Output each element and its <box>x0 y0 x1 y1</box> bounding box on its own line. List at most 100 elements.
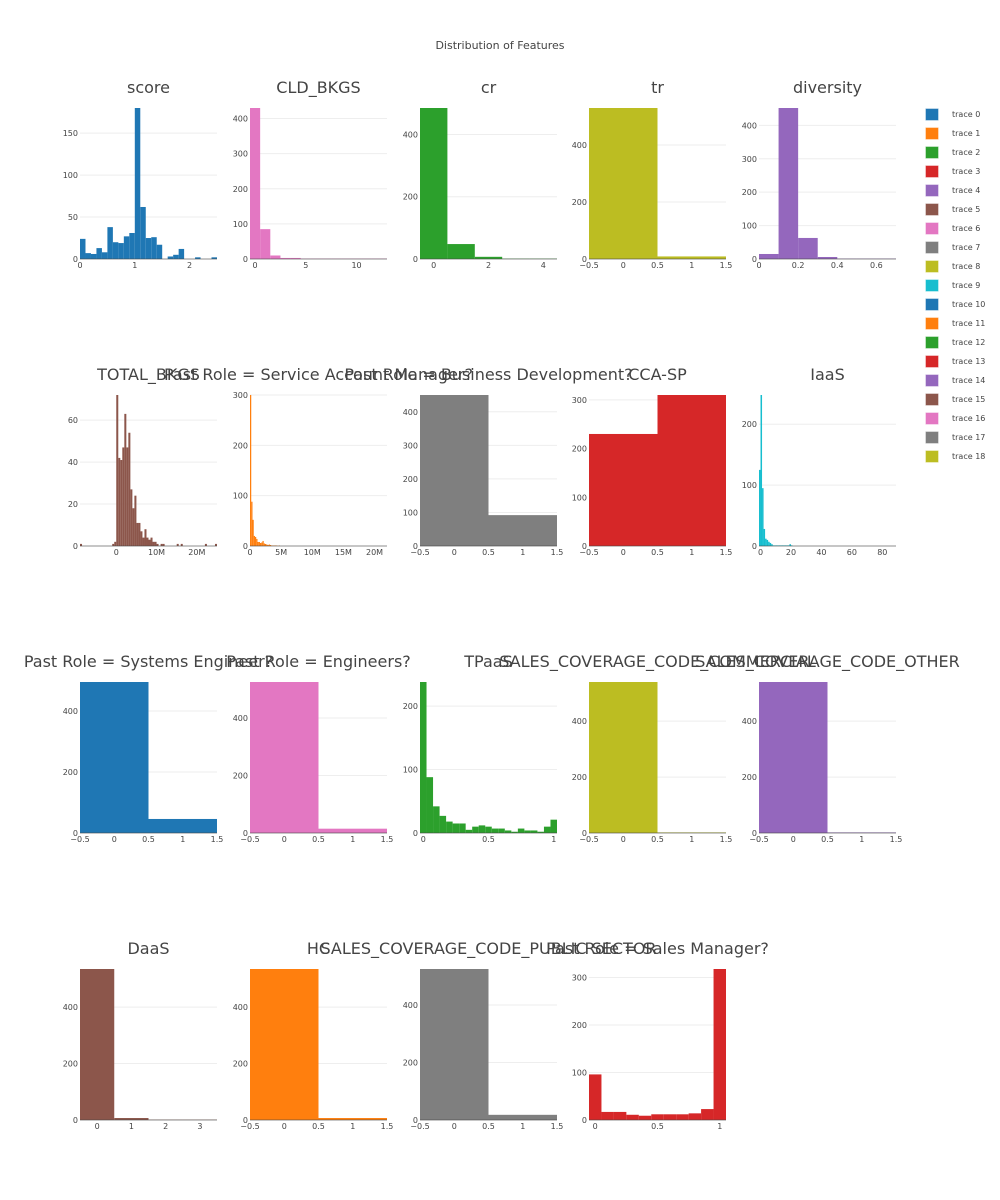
legend-item[interactable]: trace 13 <box>925 355 985 368</box>
subplot-cld-bkgs: 0 100 200 300 400 0 5 10 CLD_BKGS <box>233 78 387 270</box>
histogram-bar <box>129 232 135 259</box>
legend-item[interactable]: trace 3 <box>925 165 980 178</box>
legend-item[interactable]: trace 1 <box>925 127 980 140</box>
y-tick-label: 400 <box>233 714 248 723</box>
histogram-bar <box>80 682 149 833</box>
y-tick-label: 150 <box>63 129 78 138</box>
subplot-title: TOTAL_BKGS <box>96 365 200 385</box>
x-tick-label: −0.5 <box>749 835 768 844</box>
histogram-bar <box>589 1074 602 1120</box>
histogram-bar <box>688 1113 702 1120</box>
legend-swatch <box>925 393 939 406</box>
x-tick-label: 0 <box>593 1122 598 1131</box>
histogram-bar <box>261 542 263 546</box>
x-tick-label: 5M <box>275 548 287 557</box>
histogram-bar <box>214 543 217 546</box>
x-tick-label: 1 <box>520 548 525 557</box>
legend-item[interactable]: trace 7 <box>925 241 980 254</box>
y-tick-label: 400 <box>233 1003 248 1012</box>
x-tick-label: 20 <box>786 548 796 557</box>
histogram-bar <box>474 256 503 259</box>
x-tick-label: 1.5 <box>720 261 733 270</box>
x-tick-label: 0.5 <box>651 1122 664 1131</box>
histogram-bar <box>491 828 499 833</box>
y-tick-label: 200 <box>403 193 418 202</box>
legend-item[interactable]: trace 5 <box>925 203 980 216</box>
x-tick-label: 1.5 <box>720 835 733 844</box>
histogram-bar <box>778 108 799 259</box>
subplot-title: TPaaS <box>463 652 512 671</box>
legend-item[interactable]: trace 2 <box>925 146 980 159</box>
y-tick-label: 0 <box>413 1116 418 1125</box>
legend-item[interactable]: trace 15 <box>925 393 985 406</box>
x-tick-label: 1 <box>717 1122 722 1131</box>
histogram-bar <box>120 460 123 546</box>
legend-swatch <box>925 279 939 292</box>
legend-swatch <box>925 412 939 425</box>
histogram-bar <box>270 255 281 259</box>
legend-swatch <box>925 298 939 311</box>
histogram-bar <box>123 236 130 259</box>
legend-item[interactable]: trace 18 <box>925 450 985 463</box>
histogram-bar <box>146 537 149 546</box>
y-tick-label: 200 <box>572 445 587 454</box>
legend-item[interactable]: trace 4 <box>925 184 980 197</box>
x-tick-label: 20M <box>366 548 383 557</box>
histogram-bar <box>140 531 143 546</box>
x-tick-label: 0.5 <box>651 548 664 557</box>
histogram-bar <box>148 539 151 546</box>
histogram-bar <box>173 254 179 259</box>
legend-item[interactable]: trace 16 <box>925 412 985 425</box>
y-tick-label: 200 <box>403 475 418 484</box>
histogram-bar <box>762 488 764 546</box>
x-tick-label: 1.5 <box>381 1122 394 1131</box>
legend-item[interactable]: trace 0 <box>925 108 980 121</box>
x-tick-label: 1.5 <box>211 835 224 844</box>
x-tick-label: 0.5 <box>482 548 495 557</box>
x-tick-label: 0.5 <box>821 835 834 844</box>
x-tick-label: 1 <box>689 261 694 270</box>
legend-item[interactable]: trace 9 <box>925 279 980 292</box>
y-tick-label: 20 <box>68 500 78 509</box>
legend-item[interactable]: trace 8 <box>925 260 980 273</box>
x-tick-label: 0.5 <box>312 835 325 844</box>
x-tick-label: −0.5 <box>410 548 429 557</box>
histogram-bar <box>626 1114 639 1120</box>
y-tick-label: 0 <box>73 1116 78 1125</box>
legend-item[interactable]: trace 10 <box>925 298 985 311</box>
x-tick-label: 10 <box>351 261 361 270</box>
y-tick-label: 300 <box>742 155 757 164</box>
legend-item[interactable]: trace 6 <box>925 222 980 235</box>
legend-item[interactable]: trace 17 <box>925 431 985 444</box>
histogram-bar <box>253 535 255 546</box>
histogram-bar <box>126 447 129 546</box>
histogram-bar <box>524 830 531 833</box>
subplot-title: CLD_BKGS <box>276 78 360 98</box>
x-tick-label: 0 <box>621 835 626 844</box>
subplot-title: tr <box>651 78 664 97</box>
subplot-title: CCA-SP <box>628 365 687 384</box>
x-tick-label: 1 <box>180 835 185 844</box>
histogram-bar <box>250 395 252 546</box>
legend-item[interactable]: trace 12 <box>925 336 985 349</box>
legend-label: trace 10 <box>952 300 985 309</box>
x-tick-label: −0.5 <box>410 1122 429 1131</box>
histogram-bar <box>114 541 117 546</box>
y-tick-label: 0 <box>243 1116 248 1125</box>
histogram-bar <box>162 543 165 546</box>
x-tick-label: 40 <box>816 548 826 557</box>
x-tick-label: 0.2 <box>792 261 805 270</box>
x-tick-label: 0 <box>77 261 82 270</box>
histogram-bar <box>142 537 145 546</box>
subplot-daas: 0 200 400 0 1 2 3 DaaS <box>63 939 217 1131</box>
subplot-title: cr <box>481 78 497 97</box>
legend-item[interactable]: trace 11 <box>925 317 985 330</box>
y-tick-label: 100 <box>403 508 418 517</box>
y-tick-label: 0 <box>413 829 418 838</box>
x-tick-label: 1 <box>520 1122 525 1131</box>
legend-item[interactable]: trace 14 <box>925 374 985 387</box>
legend-swatch <box>925 317 939 330</box>
subplot-past-role-service-account-manager-: 0 100 200 300 0 5M 10M 15M 20M Past Role = Servic… <box>164 365 473 557</box>
legend[interactable]: trace 0 trace 1 trace 2 trace 3 trace 4 trace… <box>925 108 985 463</box>
